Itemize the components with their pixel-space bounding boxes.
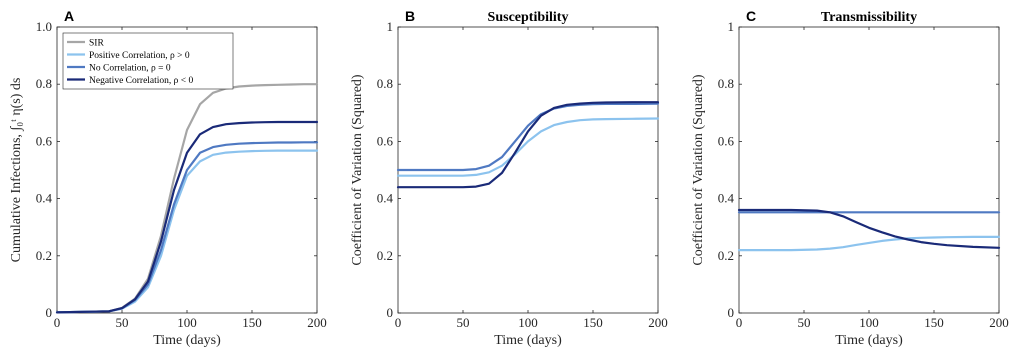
x-tick-label: 150	[583, 315, 603, 330]
series-line-positive	[737, 235, 1001, 252]
legend-label-none: No Correlation, ρ = 0	[89, 64, 171, 74]
x-tick-label: 150	[924, 315, 944, 330]
y-tick-label: 1.0	[36, 19, 52, 34]
y-tick-label: 0.6	[36, 133, 53, 148]
x-tick-label: 50	[798, 315, 811, 330]
panel-letter: C	[746, 8, 756, 24]
x-tick-label: 100	[859, 315, 879, 330]
legend-label-sir: SIR	[89, 39, 104, 49]
series-line-negative	[737, 208, 1001, 249]
x-tick-label: 50	[457, 315, 470, 330]
y-tick-label: 0.2	[36, 248, 52, 263]
series-line-positive	[55, 149, 319, 314]
x-tick-label: 100	[177, 315, 197, 330]
y-tick-label: 0	[46, 305, 53, 320]
y-tick-label: 0	[728, 305, 735, 320]
x-axis-label: Time (days)	[153, 333, 221, 348]
series-line-none	[396, 102, 660, 172]
y-axis-label: Cumulative Infections, ∫₀ᵗ η(s) ds	[9, 78, 24, 263]
y-tick-label: 0.4	[718, 191, 735, 206]
series-line-positive	[396, 117, 660, 177]
x-axis-label: Time (days)	[494, 333, 562, 348]
x-tick-label: 0	[54, 315, 61, 330]
y-tick-label: 0	[387, 305, 394, 320]
x-tick-label: 200	[989, 315, 1009, 330]
y-tick-label: 0.8	[36, 76, 52, 91]
x-tick-label: 0	[736, 315, 743, 330]
y-tick-label: 0.2	[718, 248, 734, 263]
y-tick-label: 0.2	[377, 248, 393, 263]
x-axis-label: Time (days)	[835, 333, 903, 348]
y-tick-label: 0.4	[36, 191, 53, 206]
legend-label-negative: Negative Correlation, ρ < 0	[89, 76, 194, 86]
y-axis-label: Coefficient of Variation (Squared)	[691, 74, 706, 265]
y-tick-label: 0.6	[377, 133, 394, 148]
series-line-negative	[55, 120, 319, 314]
y-tick-label: 0.8	[718, 76, 734, 91]
chart-title: Transmissibility	[821, 10, 917, 25]
legend-label-positive: Positive Correlation, ρ > 0	[89, 51, 190, 61]
legend-box	[62, 32, 234, 90]
panel-letter: A	[64, 8, 74, 24]
chart-title: Susceptibility	[488, 10, 569, 25]
y-tick-label: 1	[387, 19, 394, 34]
series-line-sir	[55, 83, 319, 314]
x-tick-label: 100	[518, 315, 538, 330]
series-line-none	[55, 141, 319, 314]
chart-panel-c: 0 50 100 150 200 0 0.2 0.4 0.6 0.8 1 Time (days) Coe…	[691, 8, 1009, 348]
x-tick-label: 50	[116, 315, 129, 330]
y-axis-label: Coefficient of Variation (Squared)	[350, 74, 365, 265]
y-tick-label: 0.6	[718, 133, 735, 148]
panel-letter: B	[405, 8, 415, 24]
plot-frame	[738, 26, 1000, 314]
chart-panel-b: 0 50 100 150 200 0 0.2 0.4 0.6 0.8 1 Time (days) Coe…	[350, 8, 668, 348]
y-tick-label: 0.8	[377, 76, 393, 91]
y-tick-label: 0.4	[377, 191, 394, 206]
chart-panel-a: 0 50 100 150 200 0 0.2 0.4 0.6 0.8 1.0 Time (days) C…	[9, 8, 327, 348]
y-tick-label: 1	[728, 19, 735, 34]
x-tick-label: 200	[307, 315, 327, 330]
legend: SIR Positive Correlation, ρ > 0 No Correla…	[62, 32, 234, 90]
x-tick-label: 200	[648, 315, 668, 330]
x-tick-label: 0	[395, 315, 402, 330]
x-tick-label: 150	[242, 315, 262, 330]
series-line-negative	[396, 101, 660, 189]
